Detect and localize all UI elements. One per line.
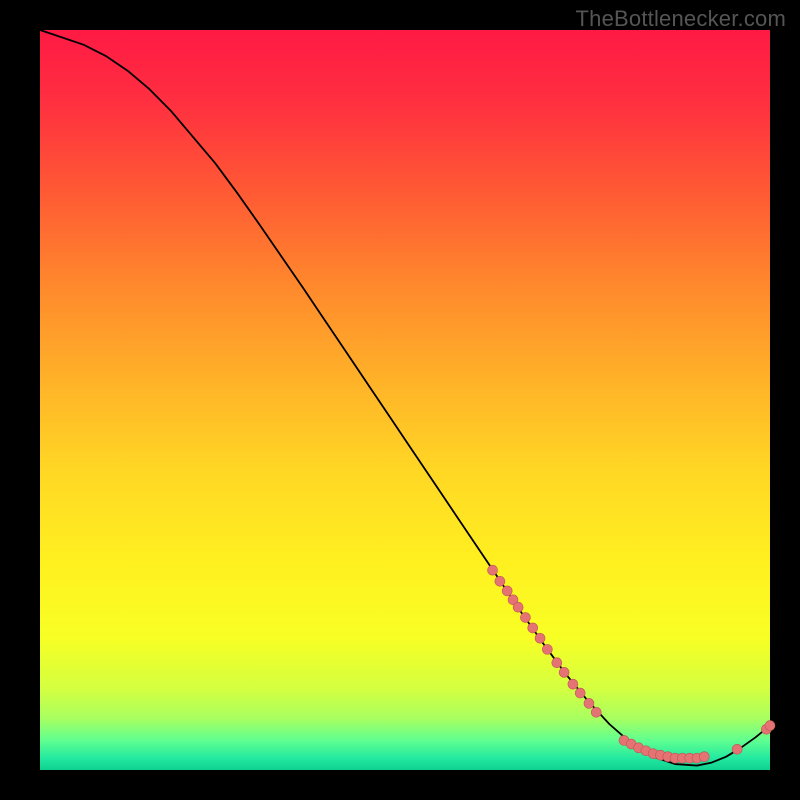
scatter-point: [520, 613, 530, 623]
scatter-point: [528, 623, 538, 633]
bottleneck-chart: [0, 0, 800, 800]
scatter-point: [732, 744, 742, 754]
scatter-point: [559, 667, 569, 677]
scatter-point: [502, 586, 512, 596]
scatter-point: [535, 633, 545, 643]
scatter-point: [488, 565, 498, 575]
scatter-point: [495, 576, 505, 586]
watermark-text: TheBottlenecker.com: [576, 6, 786, 32]
scatter-point: [552, 658, 562, 668]
scatter-point: [513, 602, 523, 612]
scatter-point: [584, 698, 594, 708]
scatter-point: [765, 721, 775, 731]
scatter-point: [699, 752, 709, 762]
scatter-point: [575, 688, 585, 698]
plot-background: [40, 30, 770, 770]
scatter-point: [542, 644, 552, 654]
scatter-point: [568, 679, 578, 689]
scatter-point: [591, 707, 601, 717]
